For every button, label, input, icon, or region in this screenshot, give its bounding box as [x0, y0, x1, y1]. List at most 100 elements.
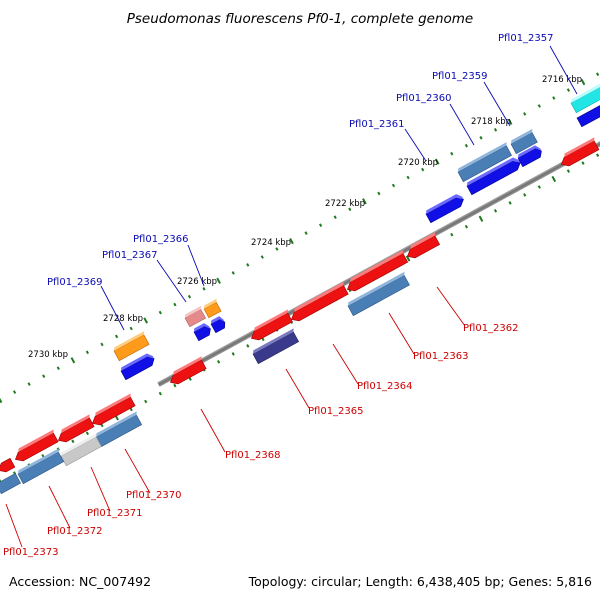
gene-arrow[interactable] [120, 352, 157, 381]
gene-box[interactable] [0, 473, 21, 495]
gene-label[interactable]: Pfl01_2371 [87, 508, 143, 519]
scale-tick [434, 158, 440, 165]
gene-arrow[interactable] [404, 232, 442, 261]
gene-label[interactable]: Pfl01_2357 [498, 33, 554, 44]
gene-label[interactable]: Pfl01_2359 [432, 71, 488, 82]
scale-tick [493, 209, 498, 213]
gene-box[interactable] [113, 331, 151, 362]
gene-arrow[interactable] [12, 429, 60, 463]
scale-tick [144, 399, 148, 404]
scale-tick [275, 247, 279, 251]
gene-label[interactable]: Pfl01_2362 [463, 323, 519, 334]
gene-label[interactable]: Pfl01_2360 [396, 93, 452, 104]
scale-tick [71, 439, 75, 444]
scale-tick [537, 104, 541, 108]
label-leader-lines [5, 45, 578, 548]
gene-labels-top: Pfl01_2357 Pfl01_2359 Pfl01_2360 Pfl01_2… [47, 33, 554, 288]
gene-box[interactable] [510, 128, 540, 155]
gene-box[interactable] [203, 298, 223, 319]
kbp-label: 2716 kbp [542, 75, 582, 85]
scale-tick [479, 136, 483, 140]
kbp-label: 2718 kbp [471, 117, 511, 127]
kbp-label: 2730 kbp [28, 350, 68, 360]
scale-tick [406, 175, 410, 180]
scale-tick [13, 390, 17, 394]
gene-label[interactable]: Pfl01_2367 [102, 250, 158, 261]
gene-arrow[interactable] [576, 102, 600, 128]
gene-arrow[interactable] [558, 137, 600, 169]
scale-tick [173, 302, 177, 307]
scale-tick [493, 128, 498, 132]
gene-box[interactable] [252, 328, 301, 365]
gene-arrow[interactable] [466, 156, 523, 196]
scale-tick [319, 223, 323, 227]
scale-tick [464, 224, 468, 229]
scale-tick [377, 191, 381, 196]
scale-tick [421, 167, 425, 172]
scale-tick [158, 391, 162, 396]
gene-arrow[interactable] [89, 393, 137, 427]
kbp-label: 2728 kbp [103, 314, 143, 324]
scale-tick [42, 374, 46, 378]
kbp-label: 2720 kbp [398, 158, 438, 168]
scale-tick [580, 78, 586, 86]
scale-tick [187, 294, 192, 299]
scale-ring-outer [0, 72, 600, 404]
gene-arrow[interactable] [425, 192, 466, 224]
scale-tick [202, 287, 206, 291]
gene-arrow[interactable] [167, 356, 208, 387]
genes-forward-strand [120, 102, 600, 381]
scale-tick [85, 431, 89, 436]
scale-tick [289, 237, 294, 245]
gene-label[interactable]: Pfl01_2363 [413, 351, 469, 362]
gene-label[interactable]: Pfl01_2370 [126, 490, 182, 501]
genes-inner-ring [0, 271, 412, 495]
gene-arrow[interactable] [248, 309, 295, 342]
scale-tick [596, 153, 600, 157]
scale-tick [464, 143, 468, 148]
scale-tick [523, 112, 527, 116]
scale-tick [508, 201, 512, 205]
gene-box[interactable] [570, 80, 600, 114]
gene-label[interactable]: Pfl01_2372 [47, 526, 103, 537]
scale-tick [405, 255, 411, 262]
scale-tick [100, 342, 104, 347]
scale-tick [596, 72, 600, 76]
scale-tick [450, 232, 454, 237]
scale-tick [27, 382, 31, 386]
gene-box[interactable] [17, 448, 66, 485]
scale-tick [537, 185, 541, 189]
gene-box[interactable] [457, 142, 514, 183]
gene-box[interactable] [184, 305, 208, 328]
gene-label[interactable]: Pfl01_2373 [3, 547, 59, 558]
gene-label[interactable]: Pfl01_2365 [308, 406, 364, 417]
genome-backbone [157, 0, 600, 387]
scale-tick [348, 207, 352, 212]
gene-arrow[interactable] [0, 457, 16, 474]
gene-arrow[interactable] [193, 322, 213, 342]
gene-arrow[interactable] [55, 414, 96, 445]
gene-arrow[interactable] [344, 249, 410, 294]
gene-label[interactable]: Pfl01_2366 [133, 234, 189, 245]
scale-tick [0, 396, 3, 404]
scale-tick [56, 366, 60, 370]
scale-tick [391, 183, 396, 188]
scale-tick [362, 198, 367, 205]
gene-box[interactable] [347, 271, 412, 317]
gene-arrow[interactable] [210, 315, 228, 334]
gene-label[interactable]: Pfl01_2368 [225, 450, 281, 461]
genome-summary-text: Topology: circular; Length: 6,438,405 bp… [248, 574, 592, 589]
gene-arrow[interactable] [517, 144, 544, 168]
scale-tick [173, 383, 177, 388]
gene-labels-bottom: Pfl01_2362 Pfl01_2363 Pfl01_2364 Pfl01_2… [3, 323, 519, 558]
gene-box[interactable] [60, 433, 104, 467]
scale-tick [115, 334, 119, 339]
gene-arrow[interactable] [288, 281, 350, 324]
gene-label[interactable]: Pfl01_2364 [357, 381, 413, 392]
gene-label[interactable]: Pfl01_2361 [349, 119, 405, 130]
gene-label[interactable]: Pfl01_2369 [47, 277, 103, 288]
scale-tick [217, 360, 221, 364]
scale-tick [523, 193, 527, 197]
scale-tick [566, 88, 570, 92]
genes-reverse-strand [0, 137, 600, 474]
